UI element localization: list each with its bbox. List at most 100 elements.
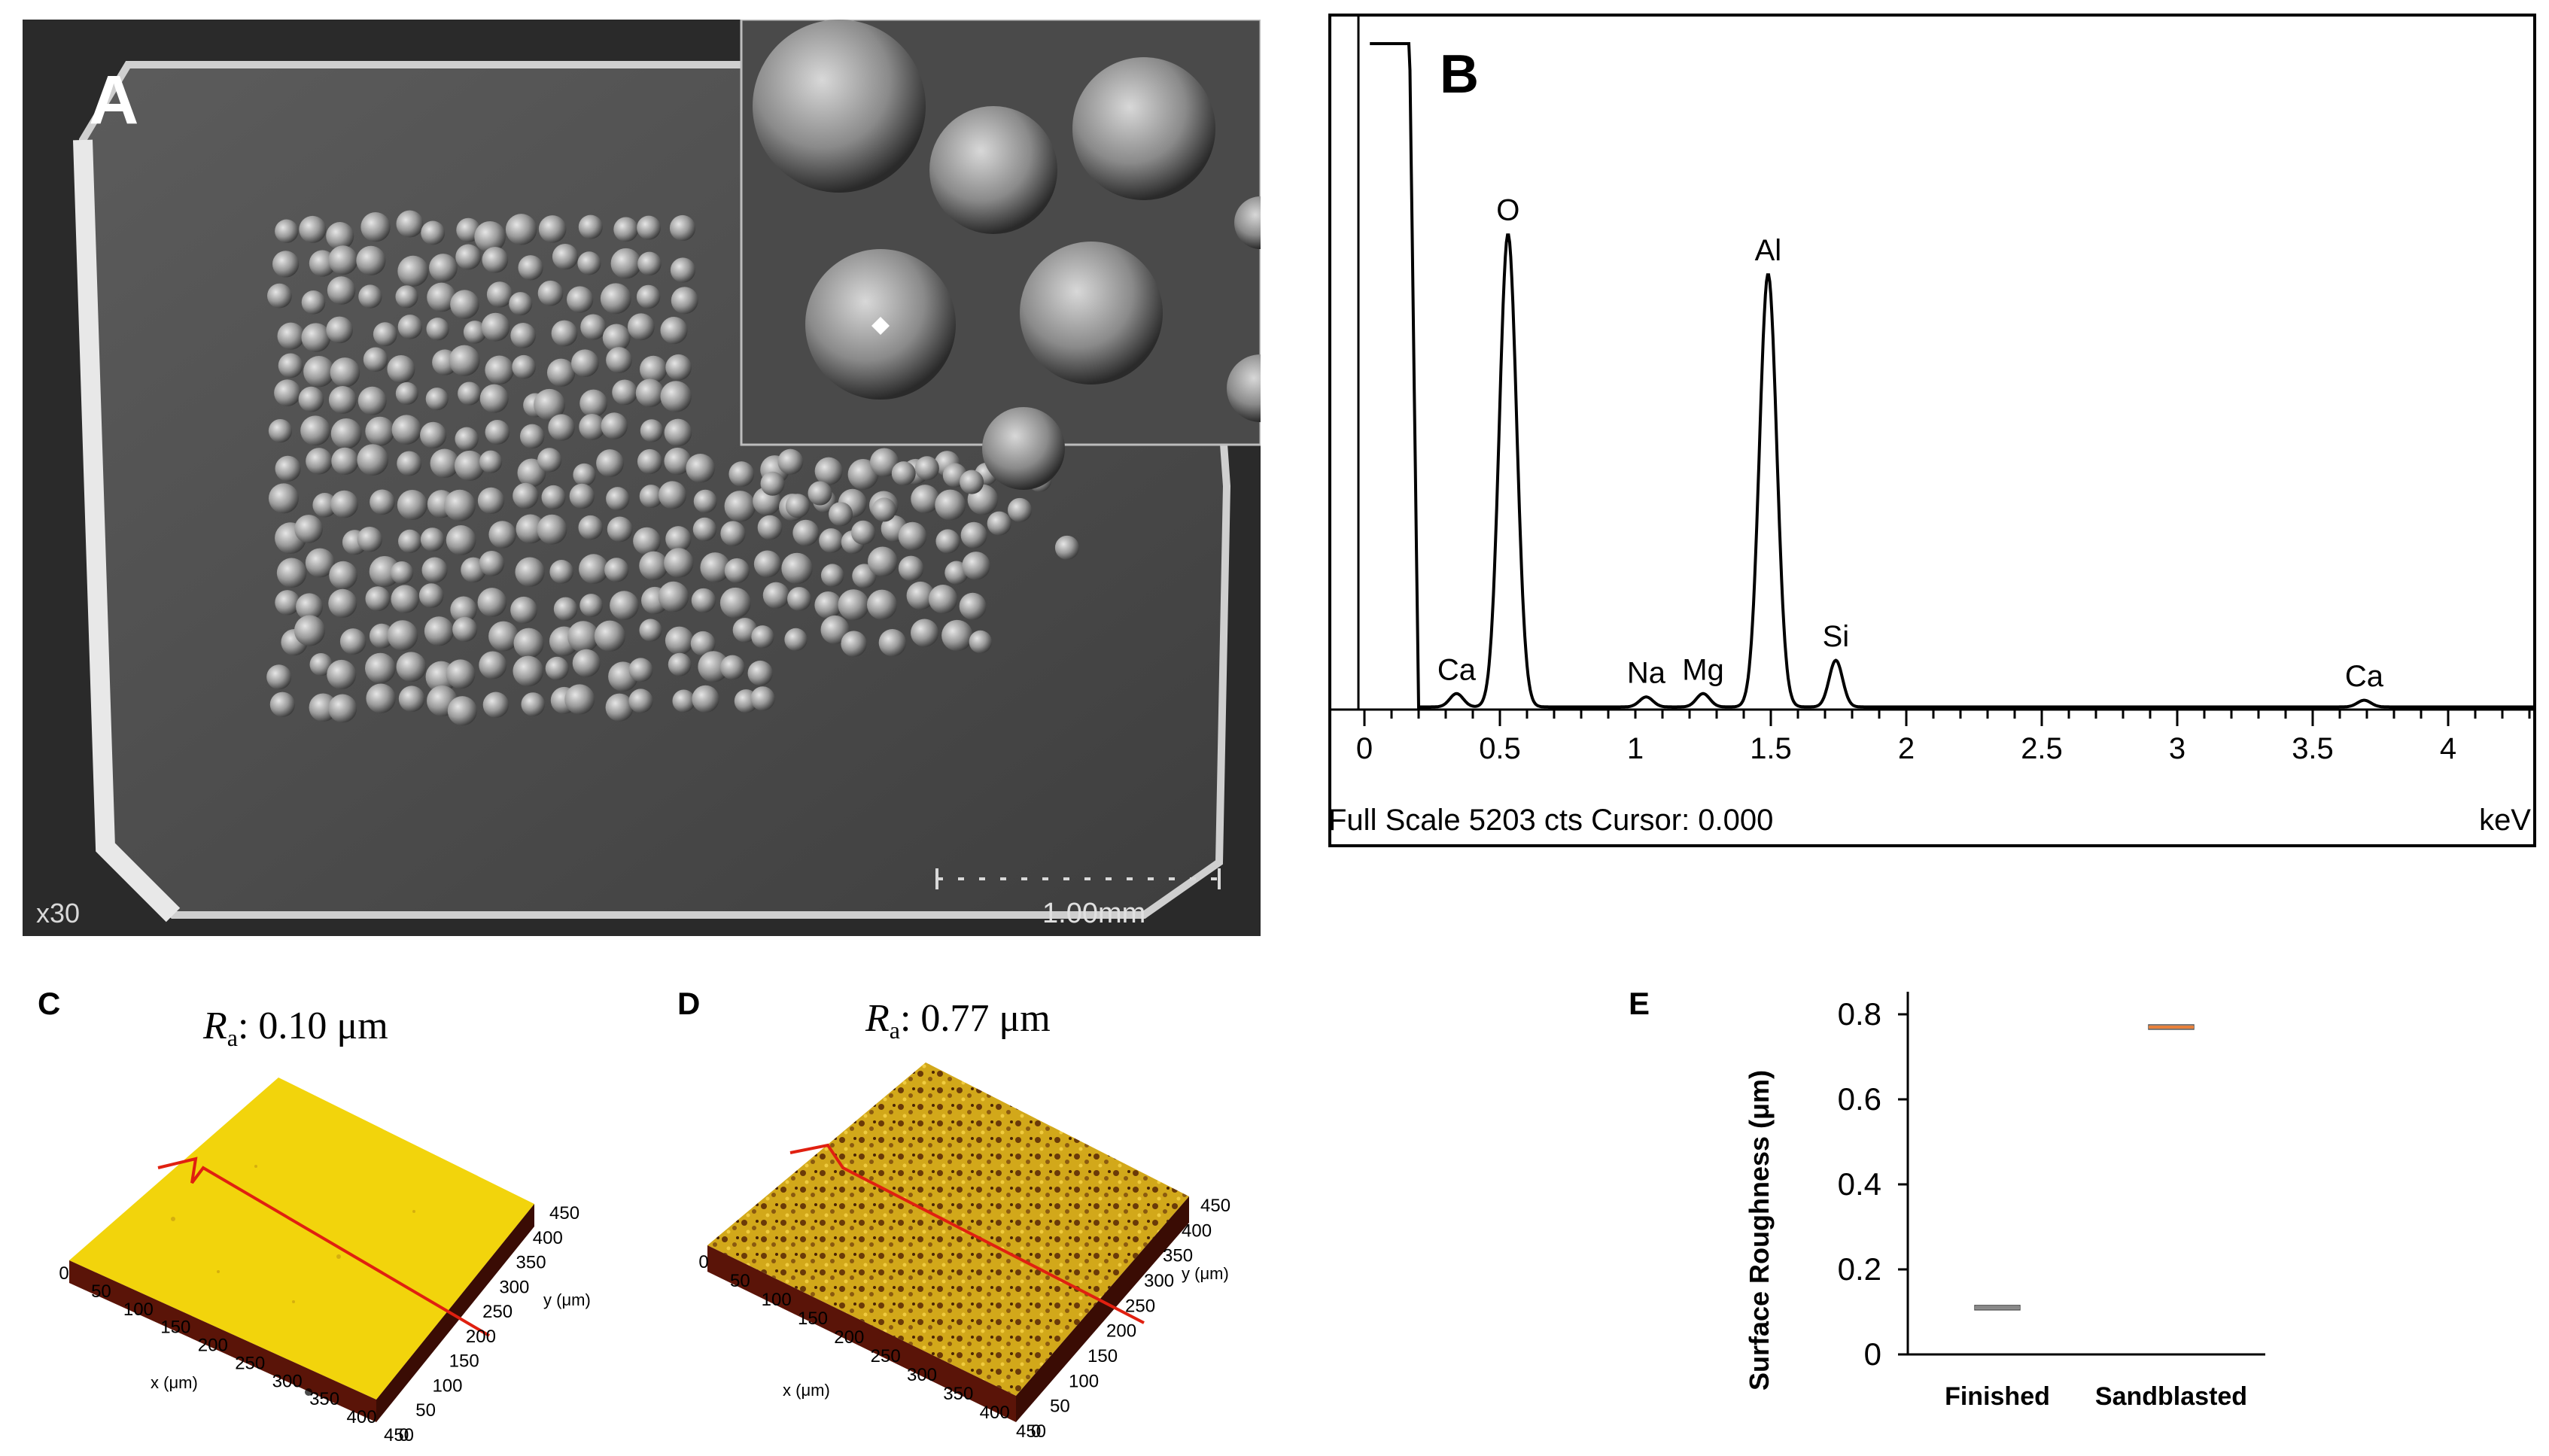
particle bbox=[396, 652, 427, 682]
x-tick-label: 100 bbox=[762, 1290, 792, 1310]
panel-d-label: D bbox=[677, 986, 700, 1021]
particle bbox=[391, 415, 421, 445]
x-tick-label: 300 bbox=[907, 1365, 937, 1385]
particle bbox=[482, 692, 509, 718]
particle bbox=[878, 628, 907, 657]
eds-tick-label: 2.5 bbox=[2021, 732, 2063, 765]
y-tick-label: 100 bbox=[1069, 1371, 1099, 1391]
particle bbox=[513, 482, 539, 509]
particle bbox=[395, 285, 418, 309]
particle bbox=[814, 591, 842, 619]
particle bbox=[960, 470, 984, 494]
eds-spectrum-line bbox=[1370, 42, 2549, 709]
particle bbox=[396, 210, 424, 238]
particle bbox=[328, 245, 358, 275]
y-tick-label: 300 bbox=[1144, 1271, 1174, 1291]
particle bbox=[962, 552, 990, 580]
eds-ticks: 0 0.5 1 1.5 2 2.5 3 3.5 4 bbox=[1356, 710, 2531, 765]
x-tick-label: 400 bbox=[347, 1407, 377, 1427]
particle bbox=[665, 526, 692, 552]
particle bbox=[452, 616, 478, 642]
particle bbox=[512, 354, 536, 379]
particle bbox=[751, 625, 774, 649]
particle bbox=[450, 596, 477, 623]
particle bbox=[891, 461, 916, 486]
eds-tick-label: 3.5 bbox=[2292, 732, 2334, 765]
particle bbox=[660, 381, 692, 412]
particle bbox=[420, 527, 445, 552]
particle bbox=[505, 214, 537, 245]
particle bbox=[395, 381, 418, 405]
y-tick-label: 350 bbox=[1163, 1246, 1193, 1266]
y-tick-label: 200 bbox=[466, 1327, 496, 1347]
particle bbox=[628, 688, 653, 713]
particle bbox=[610, 248, 642, 279]
particle bbox=[294, 515, 323, 543]
particle bbox=[450, 290, 479, 319]
x-tick-label: 200 bbox=[834, 1327, 864, 1348]
particle bbox=[373, 322, 397, 347]
particle bbox=[449, 345, 480, 376]
eds-peak-label: Ca bbox=[1437, 653, 1477, 686]
particle bbox=[357, 386, 387, 415]
particle bbox=[914, 456, 939, 481]
panel-b-label: B bbox=[1440, 44, 1479, 105]
eds-peak-label: Al bbox=[1755, 234, 1782, 267]
particle bbox=[298, 386, 324, 412]
particle bbox=[537, 448, 562, 473]
x-tick-label: 250 bbox=[235, 1353, 265, 1373]
particle bbox=[358, 284, 382, 309]
particle bbox=[637, 215, 661, 240]
particle bbox=[545, 656, 569, 680]
particle bbox=[757, 515, 783, 540]
particle bbox=[670, 257, 696, 283]
y-tick-label: 400 bbox=[1182, 1220, 1212, 1241]
particle bbox=[421, 557, 448, 583]
particle bbox=[360, 212, 391, 242]
eds-tick-label: 1.5 bbox=[1750, 732, 1792, 765]
particle bbox=[753, 550, 781, 578]
particle bbox=[331, 447, 359, 475]
particle bbox=[850, 520, 875, 545]
particle bbox=[691, 588, 716, 613]
particle bbox=[424, 616, 454, 646]
particle bbox=[513, 655, 544, 687]
panel-b-eds-spectrum: 0 0.5 1 1.5 2 2.5 3 3.5 4 Ca O Na Mg Al Si Ca B Full S… bbox=[1328, 14, 2549, 847]
particle bbox=[720, 655, 745, 680]
particle bbox=[760, 471, 785, 496]
particle bbox=[628, 658, 653, 682]
particle bbox=[268, 483, 299, 514]
particle bbox=[613, 217, 639, 242]
particle bbox=[820, 564, 844, 587]
eds-tick-label: 3 bbox=[2169, 732, 2186, 765]
particle bbox=[1007, 497, 1032, 522]
particle bbox=[485, 420, 510, 445]
particle bbox=[509, 292, 533, 316]
surface-top-c bbox=[69, 1078, 534, 1400]
category-label: Sandblasted bbox=[2095, 1382, 2247, 1411]
particle bbox=[732, 618, 758, 643]
particle bbox=[747, 660, 773, 686]
particle bbox=[296, 593, 323, 621]
particle bbox=[488, 621, 519, 652]
x-tick-label: 300 bbox=[272, 1371, 303, 1391]
particle bbox=[606, 487, 630, 511]
particle bbox=[510, 596, 537, 624]
particle bbox=[330, 418, 362, 449]
particle bbox=[750, 686, 775, 711]
particle bbox=[792, 519, 820, 546]
particle bbox=[935, 489, 966, 521]
particle bbox=[479, 551, 505, 576]
profile-line-d bbox=[789, 1143, 1145, 1324]
particle bbox=[639, 551, 668, 581]
particle bbox=[444, 489, 476, 521]
particle bbox=[356, 245, 386, 276]
particle bbox=[692, 517, 717, 542]
particle bbox=[869, 448, 899, 477]
particle bbox=[339, 628, 367, 655]
eds-tick-label: 0 bbox=[1356, 732, 1373, 765]
particle bbox=[572, 649, 601, 677]
particle bbox=[573, 463, 596, 487]
particle bbox=[398, 529, 422, 553]
particle bbox=[391, 585, 419, 613]
